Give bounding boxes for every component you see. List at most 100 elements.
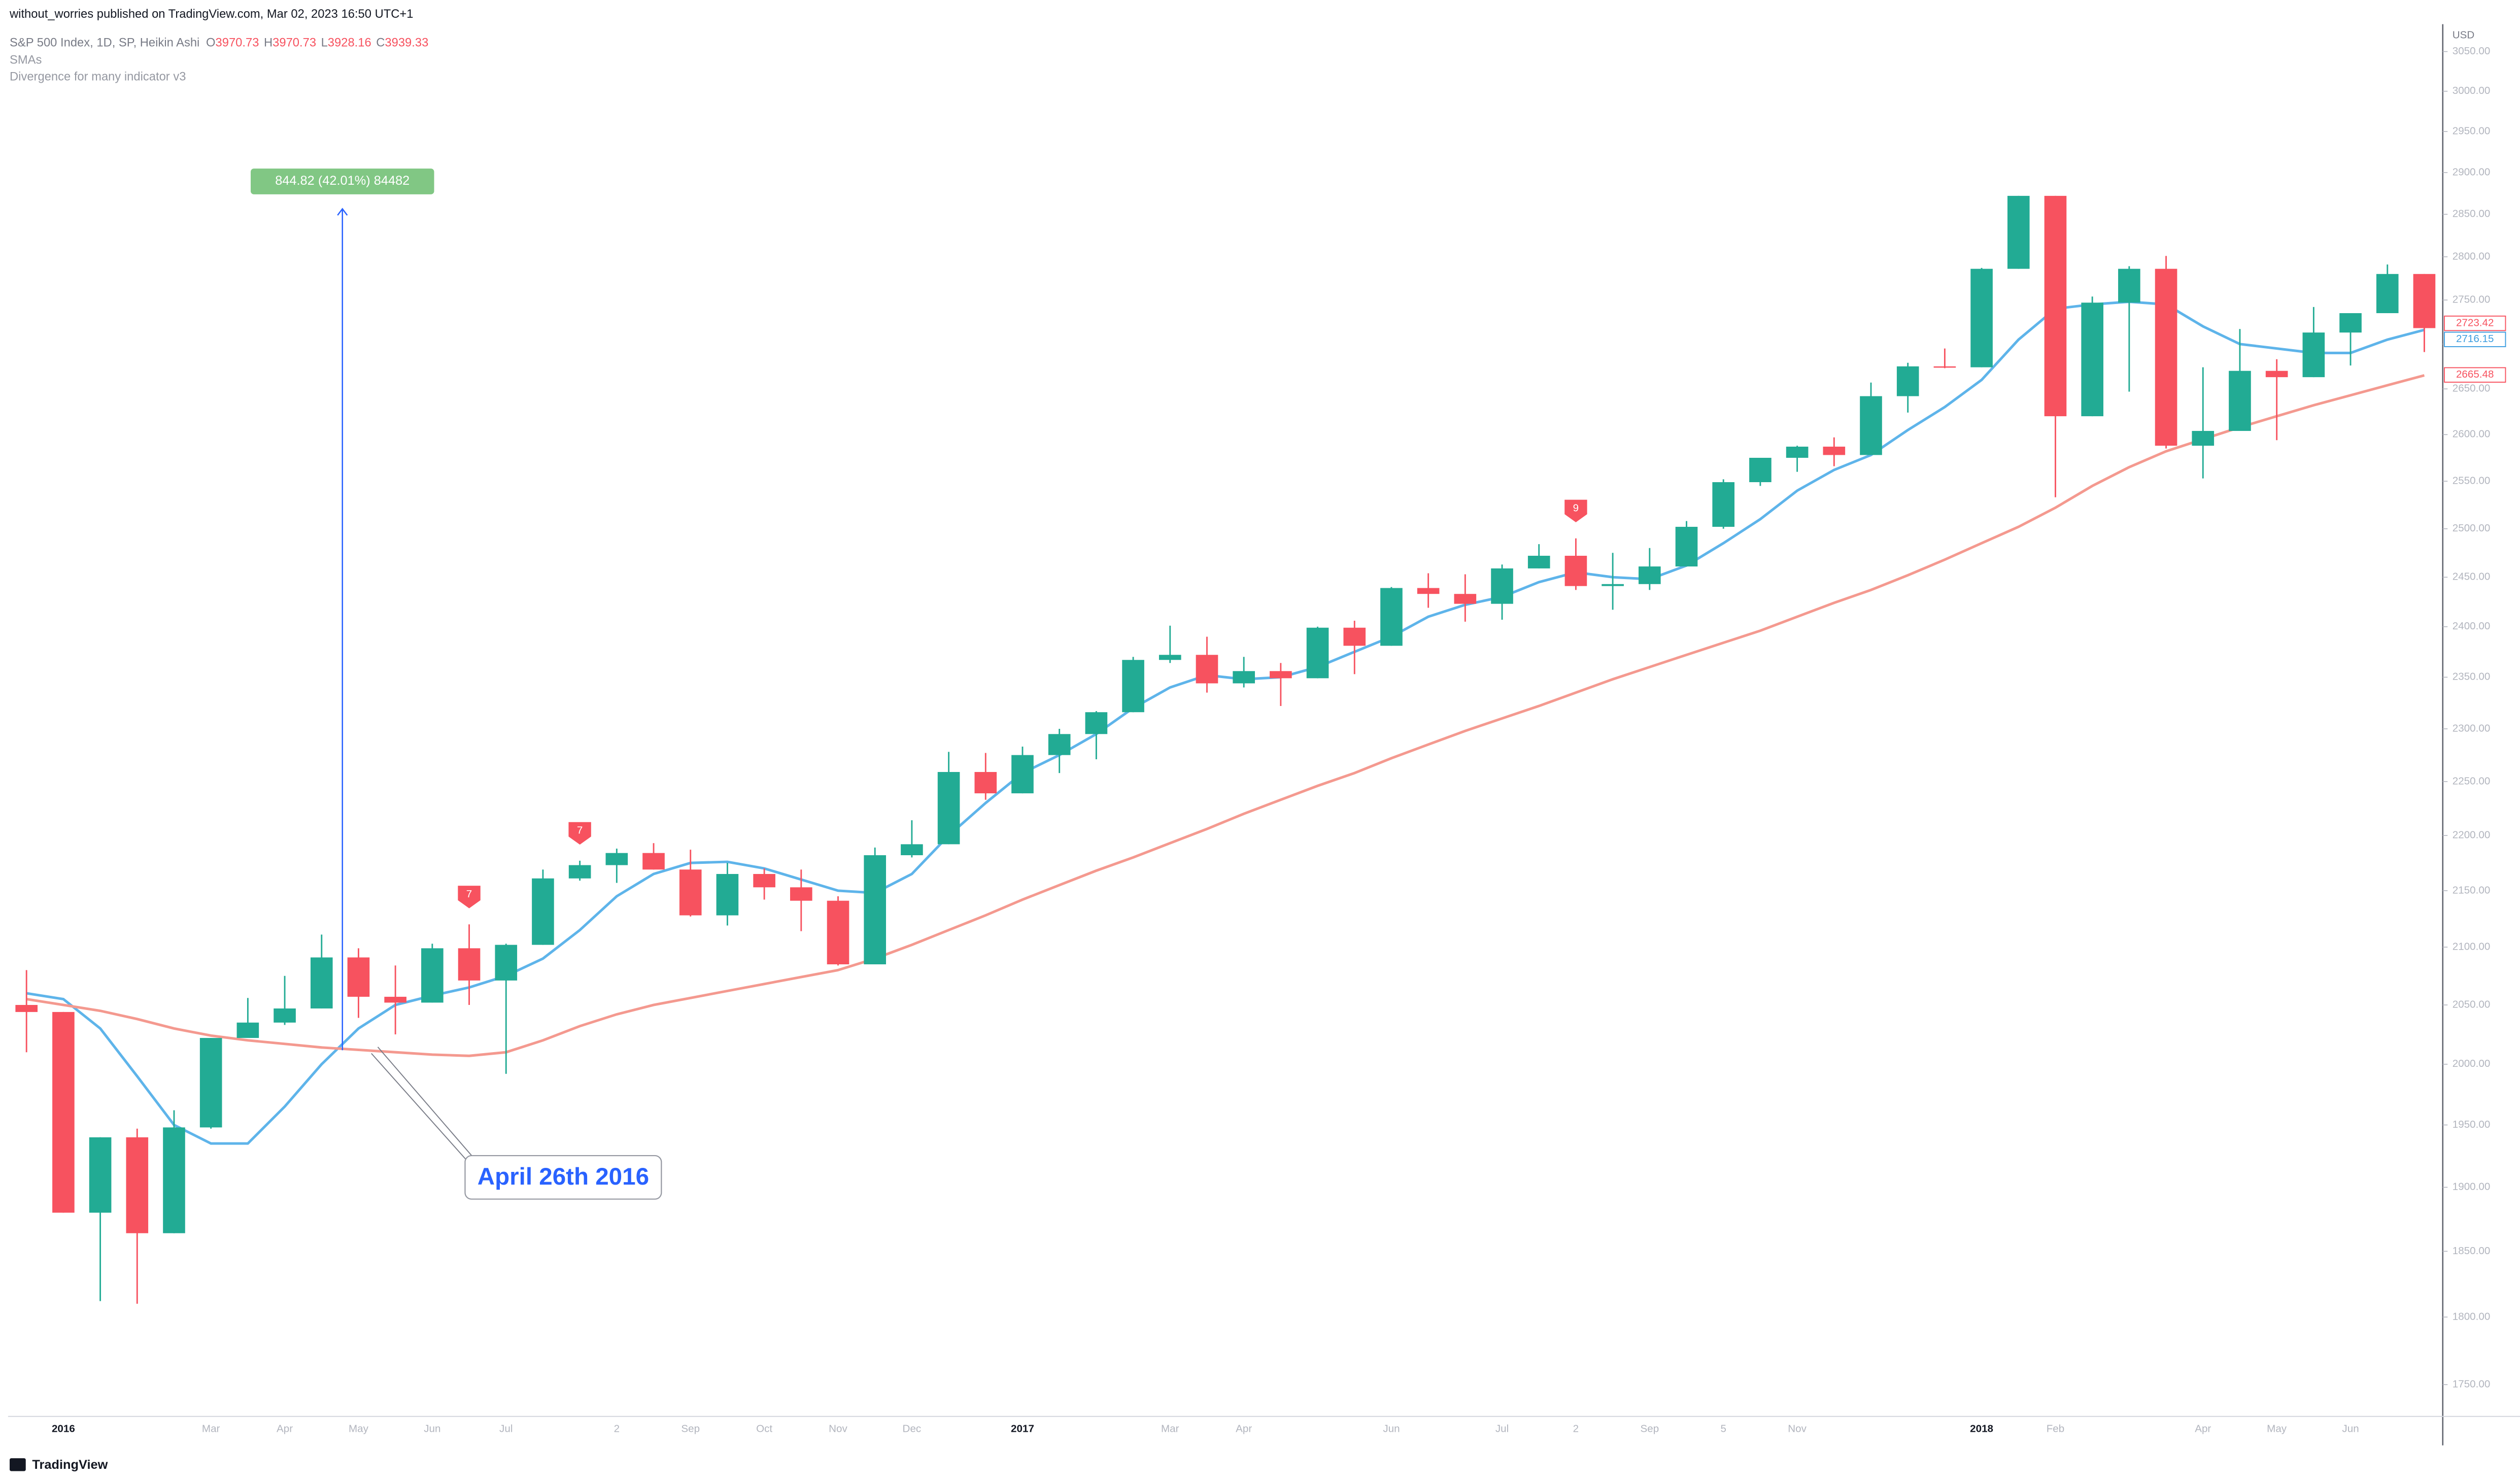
candle-body bbox=[2155, 268, 2177, 446]
signal-marker bbox=[1564, 499, 1587, 522]
price-label: 2665.48 bbox=[2456, 368, 2494, 380]
x-tick-label: 2 bbox=[614, 1423, 620, 1434]
y-tick-label: 2200.00 bbox=[2453, 829, 2491, 841]
x-tick-label: 2016 bbox=[52, 1423, 75, 1434]
x-tick-label: Apr bbox=[277, 1423, 293, 1434]
candle-body bbox=[2265, 371, 2288, 378]
x-tick-label: Jul bbox=[1495, 1423, 1509, 1434]
y-tick-label: 2750.00 bbox=[2453, 294, 2491, 306]
y-tick-label: 2950.00 bbox=[2453, 125, 2491, 137]
measure-box bbox=[251, 169, 434, 194]
y-tick-label: 2850.00 bbox=[2453, 208, 2491, 220]
x-tick-label: Jun bbox=[2342, 1423, 2359, 1434]
candle-body bbox=[384, 996, 406, 1003]
signal-marker bbox=[568, 822, 591, 845]
candle-body bbox=[1602, 584, 1624, 586]
candle-body bbox=[163, 1127, 185, 1233]
y-tick-label: 2900.00 bbox=[2453, 166, 2491, 178]
y-tick-label: 2100.00 bbox=[2453, 941, 2491, 953]
x-tick-label: Nov bbox=[1788, 1423, 1807, 1434]
legend-header: S&P 500 Index, 1D, SP, Heikin Ashi O3970.… bbox=[10, 36, 428, 50]
candle-body bbox=[642, 853, 665, 870]
x-tick-label: 2 bbox=[1573, 1423, 1579, 1434]
y-tick-label: 2550.00 bbox=[2453, 475, 2491, 487]
ohlc-value: 3928.16 bbox=[328, 36, 371, 50]
candle-body bbox=[790, 887, 812, 901]
ohlc-key: C bbox=[376, 36, 385, 50]
candle-body bbox=[52, 1012, 75, 1213]
y-tick-label: 2350.00 bbox=[2453, 671, 2491, 683]
price-label-box bbox=[2444, 315, 2506, 331]
candle-body bbox=[310, 957, 333, 1008]
candle-body bbox=[1639, 566, 1661, 584]
candle-body bbox=[2376, 274, 2399, 313]
y-tick-label: 1800.00 bbox=[2453, 1310, 2491, 1322]
ohlc-key: H bbox=[264, 36, 273, 50]
candle-body bbox=[495, 945, 518, 981]
publish-note: without_worries published on TradingView… bbox=[9, 7, 414, 21]
candle-body bbox=[1527, 556, 1550, 568]
candle-body bbox=[199, 1038, 222, 1128]
candle-body bbox=[2229, 371, 2251, 431]
y-tick-label: 2400.00 bbox=[2453, 620, 2491, 632]
price-label-box bbox=[2444, 367, 2506, 383]
y-tick-label: 2300.00 bbox=[2453, 722, 2491, 734]
candle-body bbox=[1085, 712, 1108, 734]
candle-body bbox=[568, 865, 591, 879]
candle-body bbox=[1048, 734, 1071, 755]
y-tick-label: 3000.00 bbox=[2453, 85, 2491, 96]
x-tick-label: Apr bbox=[1236, 1423, 1252, 1434]
y-tick-label: 1850.00 bbox=[2453, 1245, 2491, 1257]
candle-body bbox=[1933, 366, 1956, 368]
indicator-name: Divergence for many indicator v3 bbox=[10, 70, 186, 84]
y-tick-label: 2250.00 bbox=[2453, 775, 2491, 787]
candle-body bbox=[2118, 268, 2140, 303]
candle-body bbox=[1491, 568, 1513, 604]
candle-body bbox=[1454, 594, 1477, 604]
y-tick-label: 2500.00 bbox=[2453, 522, 2491, 534]
candle-body bbox=[1749, 457, 1772, 482]
x-tick-label: 2018 bbox=[1970, 1423, 1993, 1434]
candle-body bbox=[605, 853, 628, 865]
candle-body bbox=[679, 869, 702, 916]
candle-body bbox=[2081, 302, 2103, 417]
y-tick-label: 2800.00 bbox=[2453, 250, 2491, 262]
candle-body bbox=[1896, 366, 1919, 396]
candle-body bbox=[1675, 526, 1698, 567]
candle-body bbox=[1233, 671, 1255, 684]
signal-label: 7 bbox=[466, 888, 472, 900]
callout-text: April 26th 2016 bbox=[478, 1163, 649, 1190]
candle-body bbox=[1011, 755, 1034, 794]
candle-body bbox=[274, 1008, 296, 1023]
y-tick-label: 3050.00 bbox=[2453, 45, 2491, 57]
candle-body bbox=[864, 855, 887, 964]
y-tick-label: 1950.00 bbox=[2453, 1119, 2491, 1130]
x-tick-label: Apr bbox=[2195, 1423, 2211, 1434]
candle-body bbox=[2007, 195, 2030, 269]
price-label-box bbox=[2444, 331, 2506, 347]
candle-body bbox=[753, 873, 775, 888]
price-label: 2723.42 bbox=[2456, 317, 2494, 328]
candle-body bbox=[901, 844, 923, 855]
candle-body bbox=[2339, 313, 2362, 333]
candle-body bbox=[1786, 447, 1809, 458]
callout-box bbox=[464, 1155, 662, 1200]
x-tick-label: Jun bbox=[1383, 1423, 1400, 1434]
ohlc-key: O bbox=[206, 36, 216, 50]
price-label: 2716.15 bbox=[2456, 333, 2494, 345]
indicator-name: SMAs bbox=[10, 53, 42, 66]
x-tick-label: Feb bbox=[2047, 1423, 2065, 1434]
candle-body bbox=[126, 1137, 149, 1233]
candle-body bbox=[2413, 274, 2436, 328]
y-tick-label: 2050.00 bbox=[2453, 998, 2491, 1010]
candle-body bbox=[458, 948, 481, 981]
candle-body bbox=[236, 1022, 259, 1038]
ohlc-key: L bbox=[321, 36, 328, 50]
candle-body bbox=[1564, 556, 1587, 586]
y-tick-label: 2150.00 bbox=[2453, 884, 2491, 896]
symbol: S&P 500 Index, 1D, SP, Heikin Ashi bbox=[10, 36, 199, 50]
y-tick-label: 2450.00 bbox=[2453, 571, 2491, 583]
candle-body bbox=[347, 957, 370, 997]
